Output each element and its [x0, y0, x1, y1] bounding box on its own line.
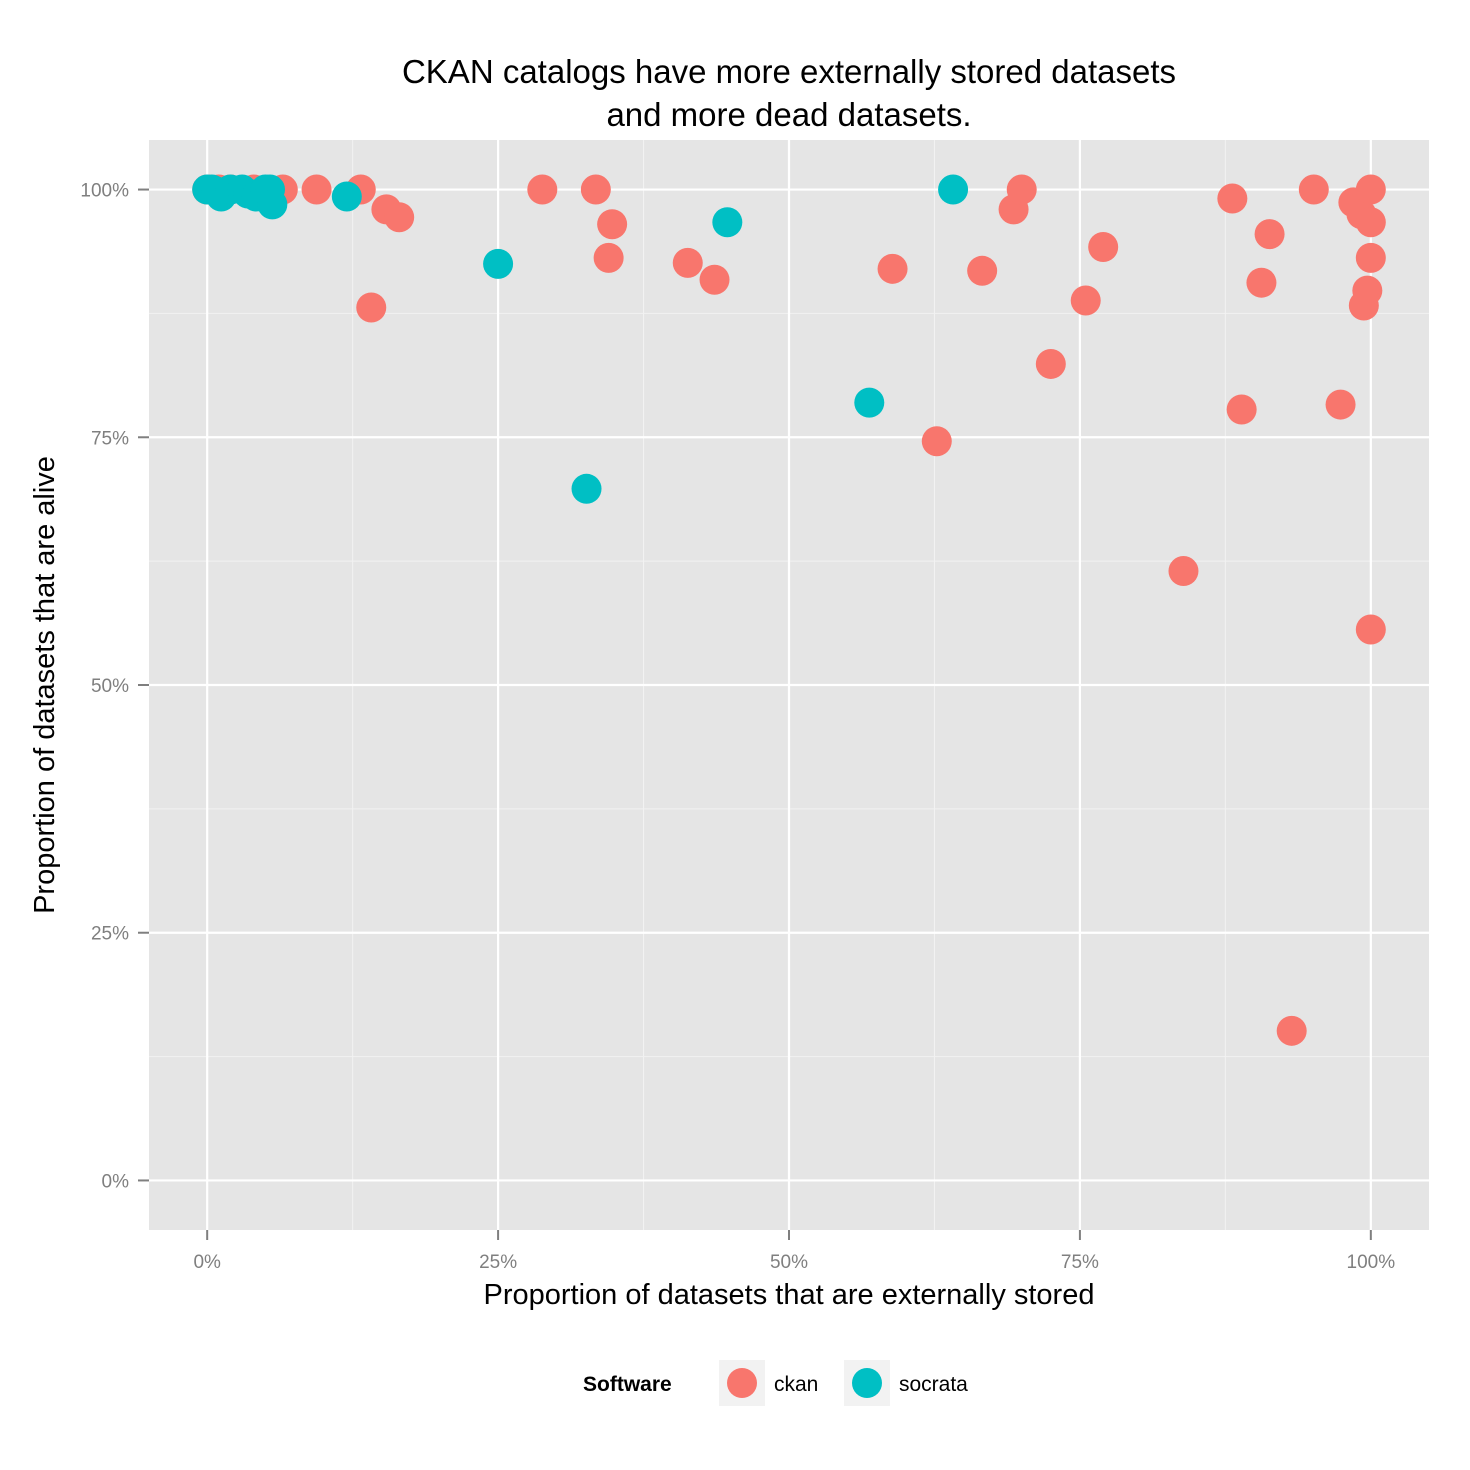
- data-point-ckan: [1088, 232, 1119, 263]
- data-point-ckan: [527, 174, 558, 205]
- data-point-socrata: [571, 473, 602, 504]
- x-tick-label: 100%: [1347, 1252, 1396, 1273]
- data-point-ckan: [1355, 614, 1386, 645]
- data-point-ckan: [699, 264, 730, 295]
- legend-title: Software: [583, 1373, 672, 1396]
- data-point-ckan: [593, 242, 624, 273]
- y-tick-label: 50%: [91, 676, 129, 697]
- legend-key-ckan: [727, 1368, 757, 1398]
- legend-key-socrata: [852, 1368, 882, 1398]
- data-point-ckan: [1246, 267, 1277, 298]
- data-point-socrata: [483, 248, 514, 279]
- y-tick-label: 25%: [91, 924, 129, 945]
- data-point-ckan: [1355, 174, 1386, 205]
- data-point-ckan: [580, 174, 611, 205]
- data-point-socrata: [712, 207, 743, 238]
- x-tick-label: 0%: [193, 1252, 221, 1273]
- x-axis-title: Proportion of datasets that are external…: [484, 1279, 1095, 1311]
- legend-label-socrata: socrata: [899, 1373, 968, 1396]
- y-tick-label: 75%: [91, 428, 129, 449]
- data-point-socrata: [331, 181, 362, 212]
- y-axis-title: Proportion of datasets that are alive: [29, 456, 61, 914]
- data-points: [192, 174, 1386, 1046]
- data-point-socrata: [257, 189, 288, 220]
- x-tick-label: 50%: [770, 1252, 808, 1273]
- data-point-ckan: [1276, 1015, 1307, 1046]
- data-point-ckan: [1226, 394, 1257, 425]
- data-point-socrata: [854, 387, 885, 418]
- data-point-ckan: [672, 247, 703, 278]
- data-point-ckan: [1070, 285, 1101, 316]
- data-point-ckan: [1254, 219, 1285, 250]
- data-point-ckan: [967, 255, 998, 286]
- x-tick-label: 75%: [1061, 1252, 1099, 1273]
- data-point-ckan: [301, 174, 332, 205]
- data-point-ckan: [921, 426, 952, 457]
- data-point-ckan: [384, 202, 415, 233]
- legend-label-ckan: ckan: [774, 1373, 818, 1396]
- data-point-socrata: [938, 174, 969, 205]
- data-point-ckan: [1355, 242, 1386, 273]
- data-point-ckan: [1298, 174, 1329, 205]
- data-point-ckan: [1355, 207, 1386, 238]
- chart-title-line-2: and more dead datasets.: [606, 96, 971, 133]
- legend: Software ckan socrata: [583, 1360, 968, 1406]
- data-point-ckan: [1006, 174, 1037, 205]
- axis-tick-labels: 0% 25% 50% 75% 100% 0% 25% 50% 75% 100%: [80, 181, 1395, 1273]
- y-tick-label: 100%: [80, 181, 129, 202]
- data-point-ckan: [1217, 183, 1248, 214]
- axis-ticks: [138, 188, 1372, 1240]
- data-point-ckan: [1035, 348, 1066, 379]
- data-point-ckan: [356, 292, 387, 323]
- data-point-ckan: [1352, 275, 1383, 306]
- x-tick-label: 25%: [479, 1252, 517, 1273]
- data-point-ckan: [877, 253, 908, 284]
- data-point-ckan: [1325, 389, 1356, 420]
- chart-title-line-1: CKAN catalogs have more externally store…: [402, 53, 1176, 90]
- y-tick-label: 0%: [102, 1171, 130, 1192]
- data-point-ckan: [1168, 556, 1199, 587]
- data-point-ckan: [597, 209, 628, 240]
